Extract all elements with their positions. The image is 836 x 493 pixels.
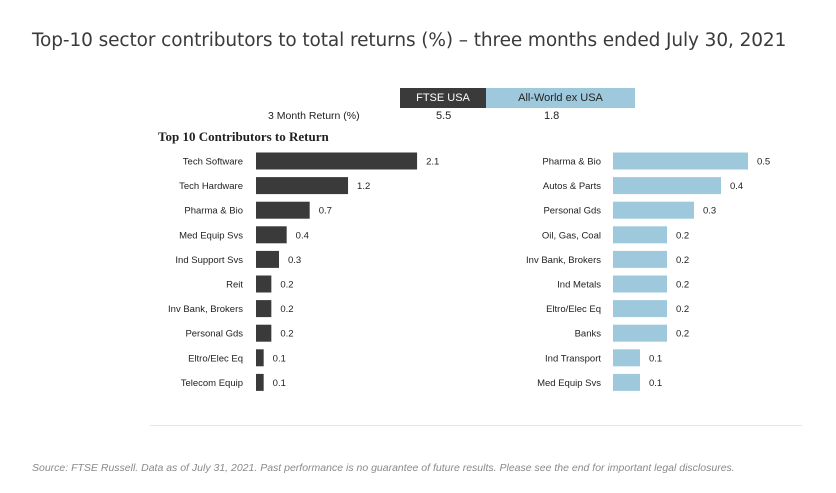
aw-bar [613, 300, 667, 318]
ftse-bar [256, 324, 272, 342]
ftse-value-label: 0.2 [280, 280, 293, 291]
ftse-value-label: 0.4 [296, 230, 309, 241]
aw-value-label: 0.3 [703, 206, 716, 217]
ftse-category-label: Reit [226, 280, 243, 291]
aw-value-label: 0.5 [757, 157, 770, 168]
aw-bar [613, 177, 721, 195]
aw-category-label: Ind Transport [545, 353, 601, 364]
aw-value-label: 0.2 [676, 304, 689, 315]
aw-bar [613, 201, 694, 219]
aw-category-label: Med Equip Svs [537, 378, 601, 389]
aw-category-label: Banks [575, 329, 602, 340]
aw-value-label: 0.2 [676, 329, 689, 340]
ftse-value-label: 0.3 [288, 255, 301, 266]
ftse-category-label: Inv Bank, Brokers [168, 304, 243, 315]
three-month-return-label: 3 Month Return (%) [268, 110, 360, 122]
aw-category-label: Autos & Parts [543, 181, 601, 192]
ftse-category-label: Eltro/Elec Eq [188, 353, 243, 364]
ftse-value-label: 1.2 [357, 181, 370, 192]
aw-bar [613, 250, 667, 268]
ftse-category-label: Pharma & Bio [184, 206, 243, 217]
legend-ftse-usa: FTSE USA [400, 88, 486, 108]
chart-title: Top-10 sector contributors to total retu… [32, 30, 787, 51]
aw-bar [613, 226, 667, 244]
aw-category-label: Inv Bank, Brokers [526, 255, 601, 266]
ftse-bar [256, 300, 272, 318]
aw-value-label: 0.2 [676, 280, 689, 291]
ftse-bar [256, 152, 418, 170]
ftse-value-label: 0.2 [280, 304, 293, 315]
aw-category-label: Eltro/Elec Eq [546, 304, 601, 315]
aw-value-label: 0.4 [730, 181, 743, 192]
ftse-bar [256, 349, 264, 367]
aw-category-label: Ind Metals [557, 280, 601, 291]
ftse-bar [256, 250, 280, 268]
aw-category-label: Pharma & Bio [542, 157, 601, 168]
ftse-bar [256, 275, 272, 293]
ftse-category-label: Tech Hardware [179, 181, 243, 192]
aw-bar [613, 152, 748, 170]
ftse-bar [256, 226, 287, 244]
ftse-category-label: Tech Software [183, 157, 243, 168]
ftse-value-label: 2.1 [426, 157, 439, 168]
ftse-value-label: 0.1 [273, 353, 286, 364]
aw-value-label: 0.2 [676, 255, 689, 266]
chart-subtitle: Top 10 Contributors to Return [158, 129, 329, 144]
aw-category-label: Personal Gds [543, 206, 601, 217]
aw-bar [613, 349, 640, 367]
ftse-category-label: Med Equip Svs [179, 230, 243, 241]
legend-all-world-ex-usa: All-World ex USA [486, 88, 635, 108]
aw-value-label: 0.1 [649, 378, 662, 389]
source-note: Source: FTSE Russell. Data as of July 31… [32, 462, 735, 474]
aw-bar [613, 373, 640, 391]
aw-category-label: Oil, Gas, Coal [542, 230, 601, 241]
aw-bar [613, 275, 667, 293]
ftse-return-value: 5.5 [436, 110, 452, 122]
ftse-value-label: 0.7 [319, 206, 332, 217]
ftse-category-label: Ind Support Svs [175, 255, 243, 266]
ftse-value-label: 0.1 [273, 378, 286, 389]
ftse-value-label: 0.2 [280, 329, 293, 340]
ftse-category-label: Telecom Equip [181, 378, 243, 389]
aw-value-label: 0.1 [649, 353, 662, 364]
aw-bar [613, 324, 667, 342]
aw-return-value: 1.8 [544, 110, 560, 122]
ftse-bar [256, 373, 264, 391]
aw-value-label: 0.2 [676, 230, 689, 241]
ftse-bar [256, 201, 310, 219]
ftse-bar [256, 177, 349, 195]
divider [150, 425, 802, 426]
ftse-category-label: Personal Gds [185, 329, 243, 340]
